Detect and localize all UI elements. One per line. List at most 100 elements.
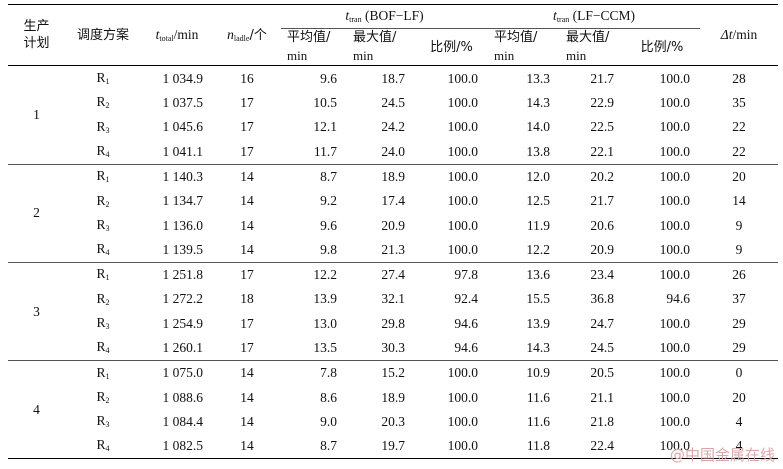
lf-ratio-cell: 100.0 bbox=[659, 413, 691, 429]
bof-ratio-cell: 92.4 bbox=[454, 291, 479, 307]
scheme-cell: R2 bbox=[96, 388, 110, 405]
plan-cell: 1 bbox=[8, 65, 65, 165]
lf-max-cell: 22.5 bbox=[590, 119, 615, 135]
lf-max-cell: 22.9 bbox=[590, 95, 615, 111]
bof-ratio-cell: 97.8 bbox=[454, 267, 479, 283]
bof-avg-cell: 13.9 bbox=[313, 291, 337, 307]
nladle-cell: 17 bbox=[213, 139, 281, 165]
scheme-cell: R3 bbox=[96, 118, 110, 135]
bof-avg-cell: 8.7 bbox=[281, 433, 347, 460]
lf-avg-cell: 14.3 bbox=[488, 335, 561, 361]
lf-avg-cell: 14.3 bbox=[526, 95, 551, 111]
delta-cell: 35 bbox=[732, 95, 746, 111]
scheme-cell: R3 bbox=[96, 216, 110, 233]
header-nladle: nladle/个 bbox=[213, 3, 281, 67]
scheme-cell: R1 bbox=[96, 70, 110, 87]
nladle-cell: 16 bbox=[240, 70, 254, 86]
nladle-cell: 18 bbox=[240, 291, 254, 307]
lf-max-cell: 22.4 bbox=[560, 433, 625, 460]
scheme-cell: R3 bbox=[96, 413, 110, 430]
lf-max-cell: 20.9 bbox=[560, 237, 625, 263]
table-row: R2 1 088.6 14 8.6 18.9 100.0 11.6 21.1 100.0 20 bbox=[8, 385, 778, 409]
nladle-cell: 14 bbox=[240, 389, 254, 405]
bof-avg-cell: 7.8 bbox=[320, 365, 337, 381]
table-row: R4 1 260.1 17 13.5 30.3 94.6 14.3 24.5 100.0 29 bbox=[8, 335, 779, 361]
lf-ratio-cell: 100.0 bbox=[659, 389, 691, 405]
ttotal-cell: 1 260.1 bbox=[141, 335, 213, 361]
lf-ratio-cell: 100.0 bbox=[659, 119, 691, 135]
lf-max-cell: 21.7 bbox=[590, 70, 615, 86]
lf-ratio-cell: 100.0 bbox=[659, 193, 691, 209]
delta-cell: 20 bbox=[732, 389, 746, 405]
table-row: R3 1 045.6 17 12.1 24.2 100.0 14.0 22.5 100.0 22 bbox=[8, 115, 778, 139]
bof-avg-cell: 9.2 bbox=[320, 193, 337, 209]
scheme-cell: R4 bbox=[65, 335, 141, 361]
ttotal-cell: 1 037.5 bbox=[162, 95, 204, 111]
lf-ratio-cell: 100.0 bbox=[624, 335, 701, 361]
ttotal-cell: 1 251.8 bbox=[162, 267, 204, 283]
bof-max-cell: 18.9 bbox=[381, 389, 405, 405]
lf-avg-cell: 11.6 bbox=[526, 389, 551, 405]
lf-max-cell: 20.2 bbox=[590, 168, 615, 184]
lf-avg-cell: 13.8 bbox=[488, 139, 561, 165]
delta-cell: 28 bbox=[732, 70, 746, 86]
delta-cell: 29 bbox=[732, 315, 746, 331]
bof-ratio-cell: 100.0 bbox=[447, 365, 479, 381]
bof-max-cell: 32.1 bbox=[381, 291, 405, 307]
lf-ratio-cell: 94.6 bbox=[666, 291, 691, 307]
header-lf-ratio: 比例/% bbox=[624, 28, 701, 67]
table-row: R4 1 041.1 17 11.7 24.0 100.0 13.8 22.1 100.0 22 bbox=[8, 139, 779, 165]
scheme-cell: R2 bbox=[96, 290, 110, 307]
bof-ratio-cell: 100.0 bbox=[447, 413, 479, 429]
bof-ratio-cell: 100.0 bbox=[447, 193, 479, 209]
bof-avg-cell: 8.7 bbox=[320, 168, 337, 184]
lf-ratio-cell: 100.0 bbox=[624, 139, 701, 165]
lf-max-cell: 23.4 bbox=[590, 267, 615, 283]
lf-ratio-cell: 100.0 bbox=[659, 70, 691, 86]
header-bof-avg: 平均值/min bbox=[281, 28, 347, 67]
bof-max-cell: 17.4 bbox=[381, 193, 405, 209]
nladle-cell: 17 bbox=[213, 335, 281, 361]
table-row: 3 R1 1 251.8 17 12.2 27.4 97.8 13.6 23.4 100.0 26 bbox=[8, 262, 778, 361]
results-table: 生产计划 调度方案 ttotal/min nladle/个 ttran (BOF… bbox=[8, 3, 779, 460]
table-row: R2 1 134.7 14 9.2 17.4 100.0 12.5 21.7 100.0 14 bbox=[8, 189, 778, 213]
bof-ratio-cell: 100.0 bbox=[415, 433, 489, 460]
table-row: 4 R1 1 075.0 14 7.8 15.2 100.0 10.9 20.5 100.0 0 bbox=[8, 360, 778, 460]
table-row: R2 1 037.5 17 10.5 24.5 100.0 14.3 22.9 100.0 35 bbox=[8, 91, 778, 115]
header-lf-avg: 平均值/min bbox=[488, 28, 561, 67]
lf-avg-cell: 12.2 bbox=[488, 237, 561, 263]
lf-ratio-cell: 100.0 bbox=[659, 217, 691, 233]
plan-cell: 2 bbox=[8, 164, 65, 263]
scheme-cell: R1 bbox=[96, 266, 110, 283]
ttotal-cell: 1 041.1 bbox=[141, 139, 213, 165]
nladle-cell: 14 bbox=[213, 433, 281, 460]
lf-max-cell: 21.1 bbox=[590, 389, 615, 405]
bof-max-cell: 29.8 bbox=[381, 315, 405, 331]
delta-cell: 0 bbox=[735, 365, 743, 381]
scheme-cell: R2 bbox=[96, 94, 110, 111]
delta-cell: 29 bbox=[700, 335, 779, 361]
header-lf-max: 最大值/min bbox=[560, 28, 625, 67]
header-ttotal: ttotal/min bbox=[141, 3, 213, 67]
ttotal-cell: 1 082.5 bbox=[141, 433, 213, 460]
ttotal-cell: 1 084.4 bbox=[162, 413, 204, 429]
bof-max-cell: 24.5 bbox=[381, 95, 405, 111]
header-row-1: 生产计划 调度方案 ttotal/min nladle/个 ttran (BOF… bbox=[8, 3, 779, 67]
table-row: R3 1 254.9 17 13.0 29.8 94.6 13.9 24.7 100.0 29 bbox=[8, 311, 778, 335]
lf-ratio-cell: 100.0 bbox=[659, 95, 691, 111]
delta-cell: 4 bbox=[700, 433, 779, 460]
delta-cell: 9 bbox=[735, 217, 743, 233]
nladle-cell: 14 bbox=[213, 237, 281, 263]
lf-avg-cell: 13.6 bbox=[526, 267, 551, 283]
bof-avg-cell: 9.6 bbox=[320, 70, 337, 86]
lf-ratio-cell: 100.0 bbox=[659, 168, 691, 184]
bof-avg-cell: 11.7 bbox=[281, 139, 347, 165]
delta-cell: 4 bbox=[735, 413, 743, 429]
bof-avg-cell: 8.6 bbox=[320, 389, 337, 405]
lf-max-cell: 22.1 bbox=[560, 139, 625, 165]
table-body: 1 R1 1 034.9 16 9.6 18.7 100.0 13.3 21.7 100.0 28 R… bbox=[8, 65, 779, 460]
nladle-cell: 17 bbox=[240, 315, 254, 331]
header-bof-ratio: 比例/% bbox=[415, 28, 489, 67]
scheme-cell: R1 bbox=[96, 168, 110, 185]
lf-ratio-cell: 100.0 bbox=[659, 267, 691, 283]
